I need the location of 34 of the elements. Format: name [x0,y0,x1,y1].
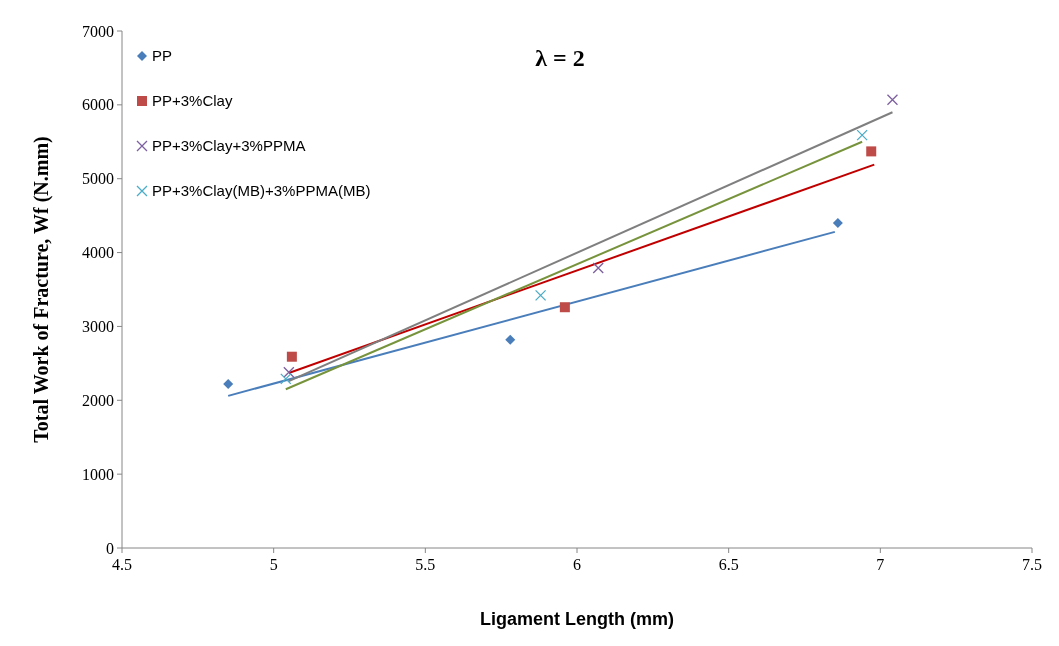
text: λ = 2 [535,45,585,71]
x-tick-label: 4.5 [112,556,132,573]
x-tick-label: 7 [876,556,885,573]
point [559,302,570,313]
point [286,351,297,362]
x-tick-label: 6.5 [718,556,739,573]
point [886,94,899,106]
legend-label: PP+3%Clay+3%PPMA [152,137,306,155]
point [866,146,877,157]
y-tick-label: 5000 [82,170,114,188]
y-tick-label: 2000 [82,391,114,409]
x-tick-label: 5 [269,556,278,573]
y-tick-label: 3000 [82,318,114,336]
legend-label: PP+3%Clay(MB)+3%PPMA(MB) [152,182,371,200]
y-tick-label: 7000 [82,22,114,40]
x-tick-label: 5.5 [415,556,436,573]
x-tick-label: 6 [573,556,581,573]
x-axis-title: Ligament Length (mm) [480,609,674,629]
y-tick-label: 4000 [82,244,114,262]
y-tick-label: 6000 [82,96,114,114]
y-axis-title: Total Work of Fracture, Wf (N.mm) [30,136,53,443]
legend-label: PP [152,47,173,65]
y-tick-label: 1000 [82,465,114,483]
point [856,129,868,141]
point [283,366,295,378]
x-tick-label: 7.5 [1022,556,1042,573]
point [280,373,292,385]
point [223,379,234,390]
legend-label: PP+3%Clay [152,92,233,110]
point [505,334,516,345]
point [592,262,604,274]
point [832,218,843,229]
y-tick-label: 0 [106,539,114,557]
point [534,289,547,302]
